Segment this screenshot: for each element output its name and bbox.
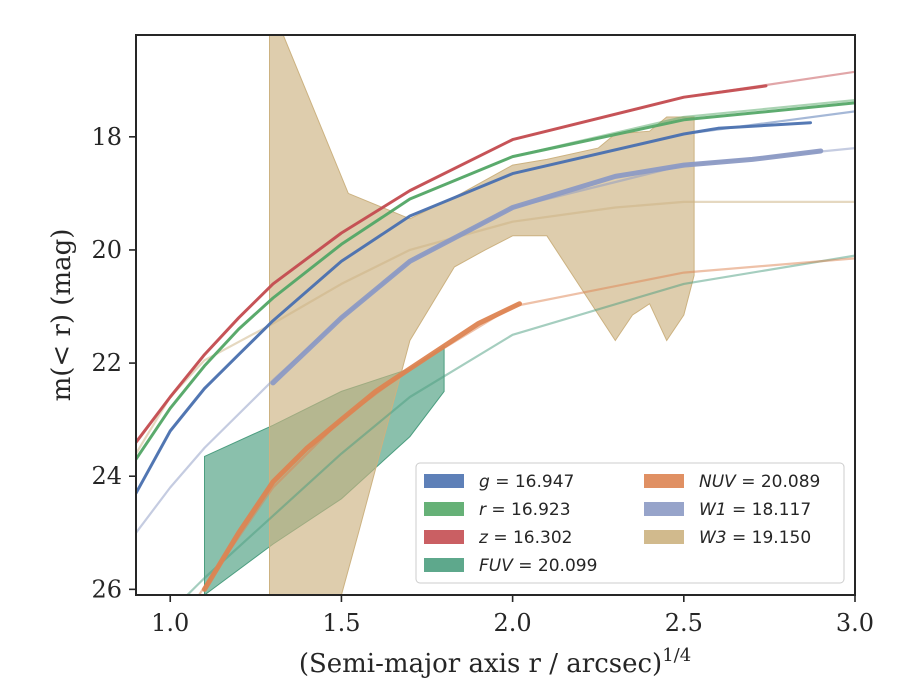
legend-label: r = 16.923 [479,500,571,520]
x-tick-label: 2.5 [665,609,703,637]
legend-label: z = 16.302 [478,528,572,548]
legend-item-r: r = 16.923 [424,500,571,520]
y-tick-label: 26 [91,575,122,603]
x-axis-title-superscript: 1/4 [662,645,691,666]
data-curve-g [136,121,812,495]
plot-frame [135,34,856,596]
legend-item-z: z = 16.302 [424,528,572,548]
legend-item-fuv: FUV = 20.099 [424,556,597,576]
legend-swatch [644,502,684,516]
legend-swatch [644,474,684,488]
data-curve-nuv [202,301,522,592]
y-axis-title: m(< r) (mag) [47,229,77,402]
legend-label: W3 = 19.150 [699,528,811,548]
x-tick-label: 3.0 [836,609,874,637]
legend-label: FUV = 20.099 [479,556,597,576]
model-curve-g [136,110,855,494]
model-curve-fuv [185,254,855,595]
legend-swatch [424,502,464,516]
legend-swatch [424,474,464,488]
model-curve-r [136,99,855,460]
x-tick-label: 1.5 [322,609,360,637]
legend: g = 16.947 r = 16.923 z = 16.302 FUV = 20.0… [415,462,845,584]
legend-label: W1 = 18.117 [699,500,811,520]
x-axis-title-main: (Semi-major axis r / arcsec) [299,649,662,679]
data-curve-w1 [270,148,824,386]
legend-item-w3: W3 = 19.150 [644,528,811,548]
y-tick-label: 20 [91,236,122,264]
x-axis: 1.0 1.5 2.0 2.5 3.0 [151,595,874,637]
legend-item-g: g = 16.947 [424,472,574,492]
legend-label: NUV = 20.089 [699,472,820,492]
y-axis: 18 20 22 24 26 [91,123,136,603]
legend-swatch [644,530,684,544]
x-tick-label: 1.0 [151,609,189,637]
legend-swatch [424,530,464,544]
band-w3 [269,35,695,595]
legend-item-w1: W1 = 18.117 [644,500,811,520]
x-axis-title: (Semi-major axis r / arcsec)1/4 [299,645,691,679]
model-curve-w3 [136,200,855,455]
legend-box [415,462,845,584]
legend-swatch [424,558,464,572]
plot-area [136,35,855,595]
y-tick-label: 22 [91,349,122,377]
legend-label: g = 16.947 [479,472,574,492]
data-curve-z [136,84,768,444]
legend-item-nuv: NUV = 20.089 [644,472,820,492]
y-tick-label: 18 [91,123,122,151]
x-tick-label: 2.0 [494,609,532,637]
data-curve-r [136,101,855,461]
y-tick-label: 24 [91,462,122,490]
